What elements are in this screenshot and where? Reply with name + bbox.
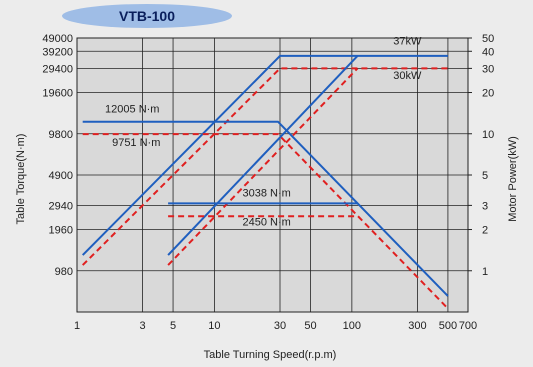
y-left-tick-label: 49000 [42, 33, 73, 45]
y-left-tick-label: 1960 [49, 225, 73, 237]
annotation-label: 9751 N·m [112, 137, 160, 149]
series-line [167, 67, 359, 266]
x-tick-label: 3 [140, 320, 146, 332]
y-left-tick-label: 9800 [49, 129, 73, 141]
y-right-tick-label: 50 [482, 33, 494, 45]
x-tick-label: 1 [74, 320, 80, 332]
y-right-tick-label: 5 [482, 170, 488, 182]
series-line [81, 67, 448, 266]
series-line [82, 120, 449, 297]
y-left-axis-label: Table Torque(N·m) [15, 134, 27, 225]
annotation-label: 30kW [393, 70, 422, 82]
title-badge: VTB-100 [62, 4, 232, 28]
tick-labels: 1 3 5 10 30 50 100 300 500 700 980 1960 2940 4900 9800… [42, 33, 494, 332]
y-left-tick-label: 39200 [42, 46, 73, 58]
y-right-tick-label: 2 [482, 225, 488, 237]
x-tick-label: 30 [274, 320, 286, 332]
grid [76, 37, 472, 312]
y-right-tick-label: 1 [482, 266, 488, 278]
y-left-tick-label: 29400 [42, 63, 73, 75]
annotation-label: 2450 N·m [242, 216, 290, 228]
annotation-label: 12005 N·m [105, 104, 159, 116]
x-tick-label: 100 [343, 320, 361, 332]
y-left-tick-label: 4900 [49, 170, 73, 182]
x-tick-label: 10 [208, 320, 220, 332]
x-tick-label: 500 [439, 320, 457, 332]
y-right-axis-label: Motor Power(kW) [507, 136, 519, 222]
y-right-tick-label: 3 [482, 200, 488, 212]
y-right-tick-label: 40 [482, 46, 494, 58]
series-layer [81, 54, 449, 310]
annotation-label: 3038 N·m [242, 188, 290, 200]
x-tick-label: 300 [408, 320, 426, 332]
y-right-tick-label: 10 [482, 129, 494, 141]
chart-title: VTB-100 [119, 8, 175, 24]
annotations: 37kW 30kW 12005 N·m 9751 N·m 3038 N·m 2450 N·… [105, 35, 422, 228]
x-tick-label: 5 [170, 320, 176, 332]
x-tick-label: 50 [304, 320, 316, 332]
y-right-tick-label: 20 [482, 88, 494, 100]
annotation-label: 37kW [393, 35, 422, 47]
series-line [167, 55, 359, 256]
series-line [82, 133, 449, 310]
series-line [81, 54, 448, 256]
title-badge-shape [62, 4, 232, 28]
y-left-tick-label: 980 [55, 266, 73, 278]
x-tick-label: 700 [459, 320, 477, 332]
y-right-tick-label: 30 [482, 63, 494, 75]
y-left-tick-label: 2940 [49, 200, 73, 212]
x-axis-label: Table Turning Speed(r.p.m) [204, 349, 337, 361]
y-left-tick-label: 19600 [42, 88, 73, 100]
